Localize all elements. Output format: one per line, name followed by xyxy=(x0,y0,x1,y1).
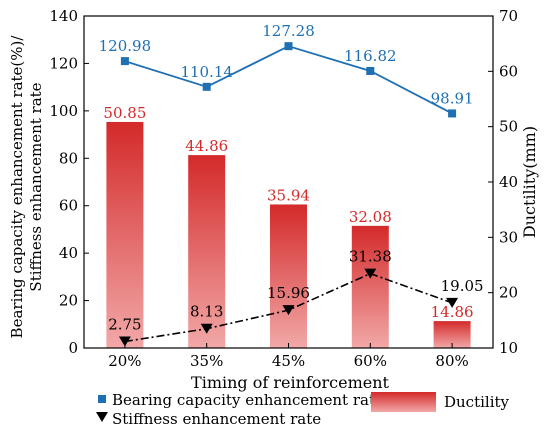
y-right-tick-label: 70 xyxy=(499,7,518,25)
x-tick-label: 20% xyxy=(108,352,141,370)
y-left-tick-label: 60 xyxy=(59,197,78,215)
legend-marker-stiffness xyxy=(96,412,108,422)
bar-label-3: 32.08 xyxy=(349,208,392,226)
y-right-tick-label: 10 xyxy=(499,339,518,357)
x-tick-label: 35% xyxy=(190,352,223,370)
legend: Bearing capacity enhancement rate Stiffn… xyxy=(96,391,510,428)
stiffness-label-1: 8.13 xyxy=(190,303,223,321)
stiffness-point-3 xyxy=(364,268,377,279)
stiffness-point-1 xyxy=(200,323,213,334)
bar-label-4: 14.86 xyxy=(431,303,474,321)
x-tick-label: 80% xyxy=(435,352,468,370)
bar-label-0: 50.85 xyxy=(103,104,146,122)
bearing-label-1: 110.14 xyxy=(180,63,233,81)
bar-2 xyxy=(270,204,307,348)
legend-label-bearing: Bearing capacity enhancement rate xyxy=(112,391,384,409)
y-right-tick-label: 50 xyxy=(499,118,518,136)
bearing-point-3 xyxy=(366,66,375,75)
bar-0 xyxy=(106,121,144,348)
y-left-tick-label: 40 xyxy=(59,244,78,262)
axes: 0 20 40 60 80 100 120 140 10 20 30 40 50 60 70 20% 35% 45… xyxy=(49,7,518,370)
line-series xyxy=(118,42,459,347)
bar-1 xyxy=(188,155,226,348)
y-right-tick-label: 40 xyxy=(499,173,518,191)
stiffness-label-0: 2.75 xyxy=(108,315,141,333)
bearing-label-3: 116.82 xyxy=(344,47,397,65)
y-axis-right-label: Ductility(mm) xyxy=(520,126,539,238)
bearing-label-4: 98.91 xyxy=(431,89,474,107)
y-right-tick-label: 60 xyxy=(499,62,518,80)
stiffness-point-2 xyxy=(282,305,295,316)
y-right-tick-label: 20 xyxy=(499,284,518,302)
bar-label-1: 44.86 xyxy=(185,137,228,155)
x-axis-label: Timing of reinforcement xyxy=(191,373,389,392)
data-labels: 50.85 44.86 35.94 32.08 14.86 120.98 110.14 127… xyxy=(99,22,484,333)
bearing-point-4 xyxy=(448,109,457,118)
x-tick-label: 45% xyxy=(272,352,305,370)
y-left-tick-label: 0 xyxy=(68,339,78,357)
y-axis-left-label-line2: Stiffness enhancement rate xyxy=(27,82,45,291)
stiffness-label-3: 31.38 xyxy=(349,248,392,266)
y-left-tick-label: 100 xyxy=(49,102,78,120)
y-left-tick-label: 140 xyxy=(49,7,78,25)
legend-label-stiffness: Stiffness enhancement rate xyxy=(112,410,321,428)
legend-marker-ductility xyxy=(371,392,436,412)
stiffness-point-4 xyxy=(446,297,459,308)
legend-marker-bearing xyxy=(98,395,106,403)
y-axis-left-label-line1: Bearing capacity enhancement rate(%)/ xyxy=(8,35,26,339)
bar-label-2: 35.94 xyxy=(267,186,310,204)
y-right-tick-label: 30 xyxy=(499,228,518,246)
bearing-label-2: 127.28 xyxy=(262,22,315,40)
bearing-line xyxy=(124,45,453,115)
bearing-point-2 xyxy=(284,42,293,51)
y-left-tick-label: 120 xyxy=(49,54,78,72)
bar-3 xyxy=(351,225,389,348)
x-tick-label: 60% xyxy=(354,352,387,370)
legend-label-ductility: Ductility xyxy=(444,393,510,411)
stiffness-label-2: 15.96 xyxy=(267,284,310,302)
bearing-point-1 xyxy=(202,82,211,91)
stiffness-point-0 xyxy=(118,336,131,347)
bearing-label-0: 120.98 xyxy=(99,37,152,55)
y-left-tick-label: 80 xyxy=(59,149,78,167)
bearing-point-0 xyxy=(120,57,129,66)
stiffness-label-4: 19.05 xyxy=(441,277,484,295)
y-left-tick-label: 20 xyxy=(59,292,78,310)
